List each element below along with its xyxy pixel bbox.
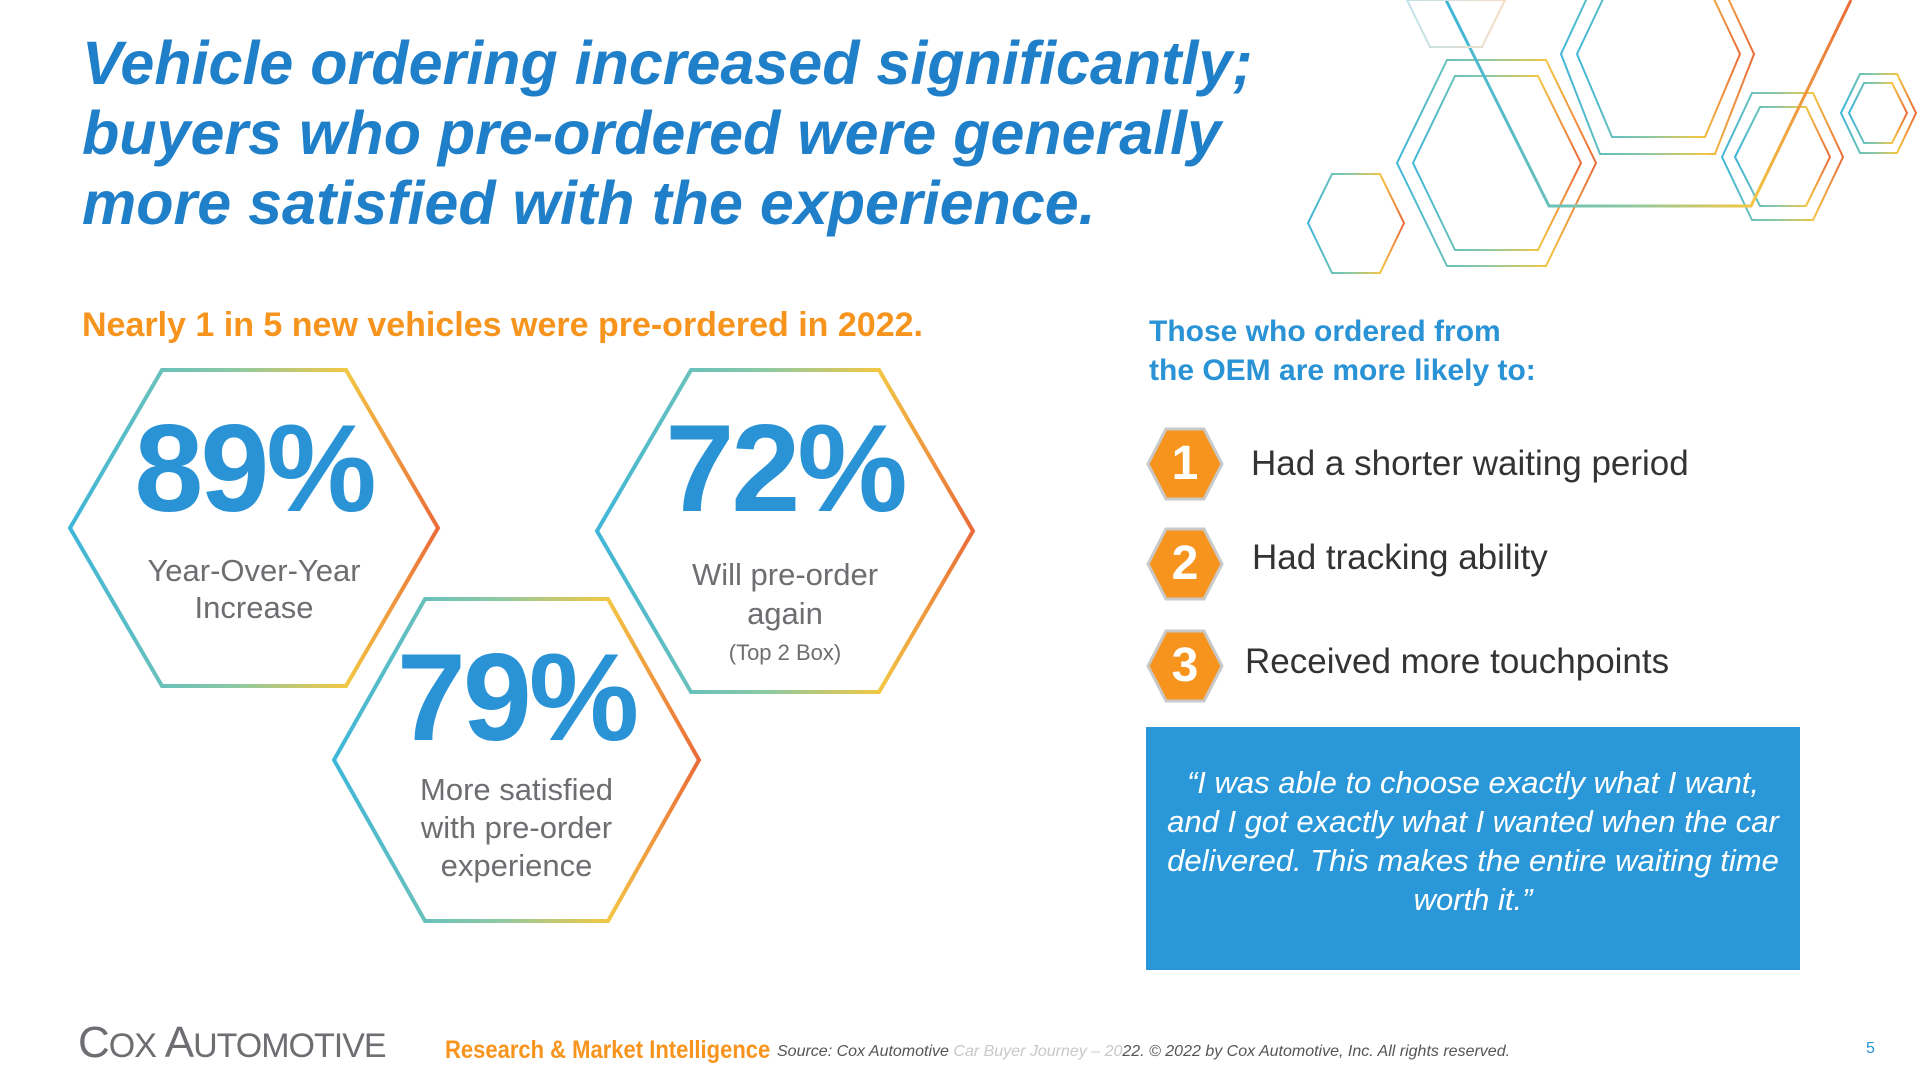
oem-heading-line: Those who ordered from [1149,315,1501,348]
stat-hexagon-satisfied: 79% More satisfied with pre-order experi… [331,596,702,924]
stat-hexagon-yoy: 89% Year-Over-Year Increase [67,367,441,689]
hexagon-badge-icon [1146,629,1224,703]
stat-hexagon-preorder-again: 72% Will pre-order again (Top 2 Box) [594,367,976,695]
reason-label: Received more touchpoints [1245,642,1670,681]
stat-label: Will pre-order again (Top 2 Box) [594,555,976,673]
hexagon-badge-icon [1146,427,1224,501]
source-text: 22. © 2022 by Cox Automotive, Inc. All r… [1122,1043,1511,1060]
footer-source: Source: Cox Automotive Car Buyer Journey… [777,1043,1510,1061]
source-text-faint: Car Buyer Journey – 20 [948,1043,1123,1060]
stat-label: More satisfied with pre-order experience [331,771,702,885]
oem-heading-line: the OEM are more likely to: [1149,354,1536,387]
stat-value: 79% [396,629,639,767]
stat-label-line: with pre-order [420,810,613,845]
reason-number: 3 [1171,639,1199,692]
stat-label-line: Will pre-order [691,557,879,592]
page-number: 5 [1866,1040,1875,1057]
stat-value: 89% [134,400,376,538]
page-title: Vehicle ordering increased significantly… [82,29,1253,237]
reason-number: 2 [1171,537,1199,590]
stat-note: (Top 2 Box) [728,640,842,665]
quote-box: “I was able to choose exactly what I wan… [1146,727,1800,970]
stat-label-line: More satisfied [420,772,613,807]
quote-text: “I was able to choose exactly what I wan… [1167,765,1779,917]
reason-item: 1 Had a shorter waiting period [1145,426,1845,502]
reason-item: 3 Received more touchpoints [1145,628,1845,704]
reason-label: Had tracking ability [1252,538,1548,577]
stat-label-line: experience [440,848,593,883]
hexagon-badge-icon [1146,527,1224,601]
reason-number: 1 [1171,437,1199,490]
oem-heading: Those who ordered from the OEM are more … [1149,312,1536,390]
stat-label-line: again [747,596,823,631]
reason-label: Had a shorter waiting period [1251,444,1689,483]
footer-division: Research & Market Intelligence [445,1036,771,1064]
reason-item: 2 Had tracking ability [1145,526,1845,602]
stat-label-line: Year-Over-Year [147,553,361,588]
stat-label-line: Increase [194,590,314,625]
source-text: Source: Cox Automotive [777,1043,949,1060]
stat-label: Year-Over-Year Increase [67,552,441,626]
cox-automotive-logo: COX AUTOMOTIVE [78,1018,387,1067]
subtitle: Nearly 1 in 5 new vehicles were pre-orde… [82,306,923,344]
stat-value: 72% [665,400,907,538]
